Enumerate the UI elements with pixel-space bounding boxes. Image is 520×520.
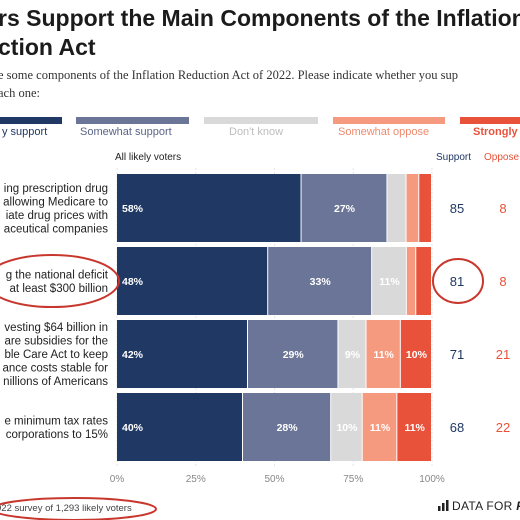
support-total: 85 bbox=[450, 201, 464, 216]
data-label: 11% bbox=[379, 276, 400, 288]
data-label: 9% bbox=[345, 349, 361, 361]
legend-label: Somewhat support bbox=[80, 126, 172, 138]
chart-subtitle: e some components of the Inflation Reduc… bbox=[0, 68, 458, 100]
legend: y support Somewhat support Don't know So… bbox=[0, 114, 520, 144]
highlight-circle-total bbox=[432, 258, 484, 304]
bar-segment bbox=[268, 247, 372, 315]
brand-logo: DATA FOR P bbox=[438, 499, 520, 514]
bar-segment bbox=[406, 174, 419, 242]
x-tick-label: 25% bbox=[186, 474, 206, 485]
legend-label: Don't know bbox=[229, 126, 284, 138]
bar-segment bbox=[397, 393, 431, 461]
bar-segment bbox=[331, 393, 362, 461]
data-label: 11% bbox=[373, 349, 394, 361]
data-label: 58% bbox=[122, 203, 144, 215]
category-label: vesting $64 billion in are subsidies for … bbox=[3, 322, 109, 388]
support-total: 81 bbox=[450, 274, 464, 289]
x-tick-label: 50% bbox=[264, 474, 284, 485]
category-label: g the national deficit at least $300 bill… bbox=[6, 269, 109, 295]
data-label: 27% bbox=[334, 203, 356, 215]
category-label: e minimum tax rates corporations to 15% bbox=[4, 415, 108, 441]
bar-segment bbox=[400, 320, 431, 388]
oppose-total: 8 bbox=[499, 201, 506, 216]
brand-suffix: P bbox=[516, 499, 520, 513]
data-label: 28% bbox=[277, 422, 299, 434]
bar-segment bbox=[419, 174, 431, 242]
legend-swatch bbox=[333, 117, 445, 124]
data-label: 42% bbox=[122, 349, 144, 361]
data-label: 10% bbox=[406, 349, 428, 361]
footer-note: 022 survey of 1,293 likely voters bbox=[0, 503, 132, 514]
legend-swatch bbox=[460, 117, 520, 124]
bar-segment bbox=[117, 247, 268, 315]
legend-label: Somewhat oppose bbox=[338, 126, 430, 138]
data-label: 33% bbox=[310, 276, 332, 288]
bar-segment bbox=[247, 320, 338, 388]
bar-segment bbox=[117, 174, 301, 242]
legend-swatch bbox=[204, 117, 318, 124]
legend-swatch bbox=[0, 117, 62, 124]
data-label: 11% bbox=[370, 422, 391, 434]
chart-title: rs Support the Main Components of the In… bbox=[0, 5, 520, 60]
oppose-total: 22 bbox=[496, 420, 510, 435]
bar-segment bbox=[243, 393, 331, 461]
bar-segment bbox=[406, 247, 416, 315]
bar-segment bbox=[416, 247, 431, 315]
bar-segment bbox=[117, 320, 247, 388]
oppose-total: 8 bbox=[499, 274, 506, 289]
oppose-header: Oppose bbox=[484, 152, 520, 163]
data-label: 11% bbox=[404, 422, 425, 434]
bar-chart-icon bbox=[438, 500, 449, 514]
oppose-total: 21 bbox=[496, 347, 510, 362]
support-total: 71 bbox=[450, 347, 464, 362]
legend-label: y support bbox=[2, 126, 48, 138]
legend-swatch bbox=[76, 117, 189, 124]
bar-segment bbox=[301, 174, 387, 242]
support-total: 68 bbox=[450, 420, 464, 435]
group-header: All likely voters bbox=[115, 152, 182, 163]
data-label: 10% bbox=[336, 422, 358, 434]
support-header: Support bbox=[436, 152, 472, 163]
x-tick-label: 100% bbox=[419, 474, 445, 485]
bar-segment bbox=[362, 393, 397, 461]
x-tick-label: 75% bbox=[343, 474, 363, 485]
legend-label: Strongly bbox=[473, 126, 518, 138]
bar-segment bbox=[387, 174, 406, 242]
x-tick-label: 0% bbox=[110, 474, 125, 485]
data-label: 40% bbox=[122, 422, 144, 434]
bar-segment bbox=[117, 393, 242, 461]
bar-segment bbox=[372, 247, 406, 315]
highlight-circle-footer bbox=[0, 497, 157, 520]
data-label: 29% bbox=[283, 349, 305, 361]
bar-segment bbox=[338, 320, 366, 388]
highlight-circle-label bbox=[0, 254, 120, 308]
data-label: 48% bbox=[122, 276, 144, 288]
brand-prefix: DATA FOR bbox=[452, 499, 517, 513]
bar-segment bbox=[366, 320, 400, 388]
category-label: ing prescription drug allowing Medicare t… bbox=[3, 183, 108, 236]
